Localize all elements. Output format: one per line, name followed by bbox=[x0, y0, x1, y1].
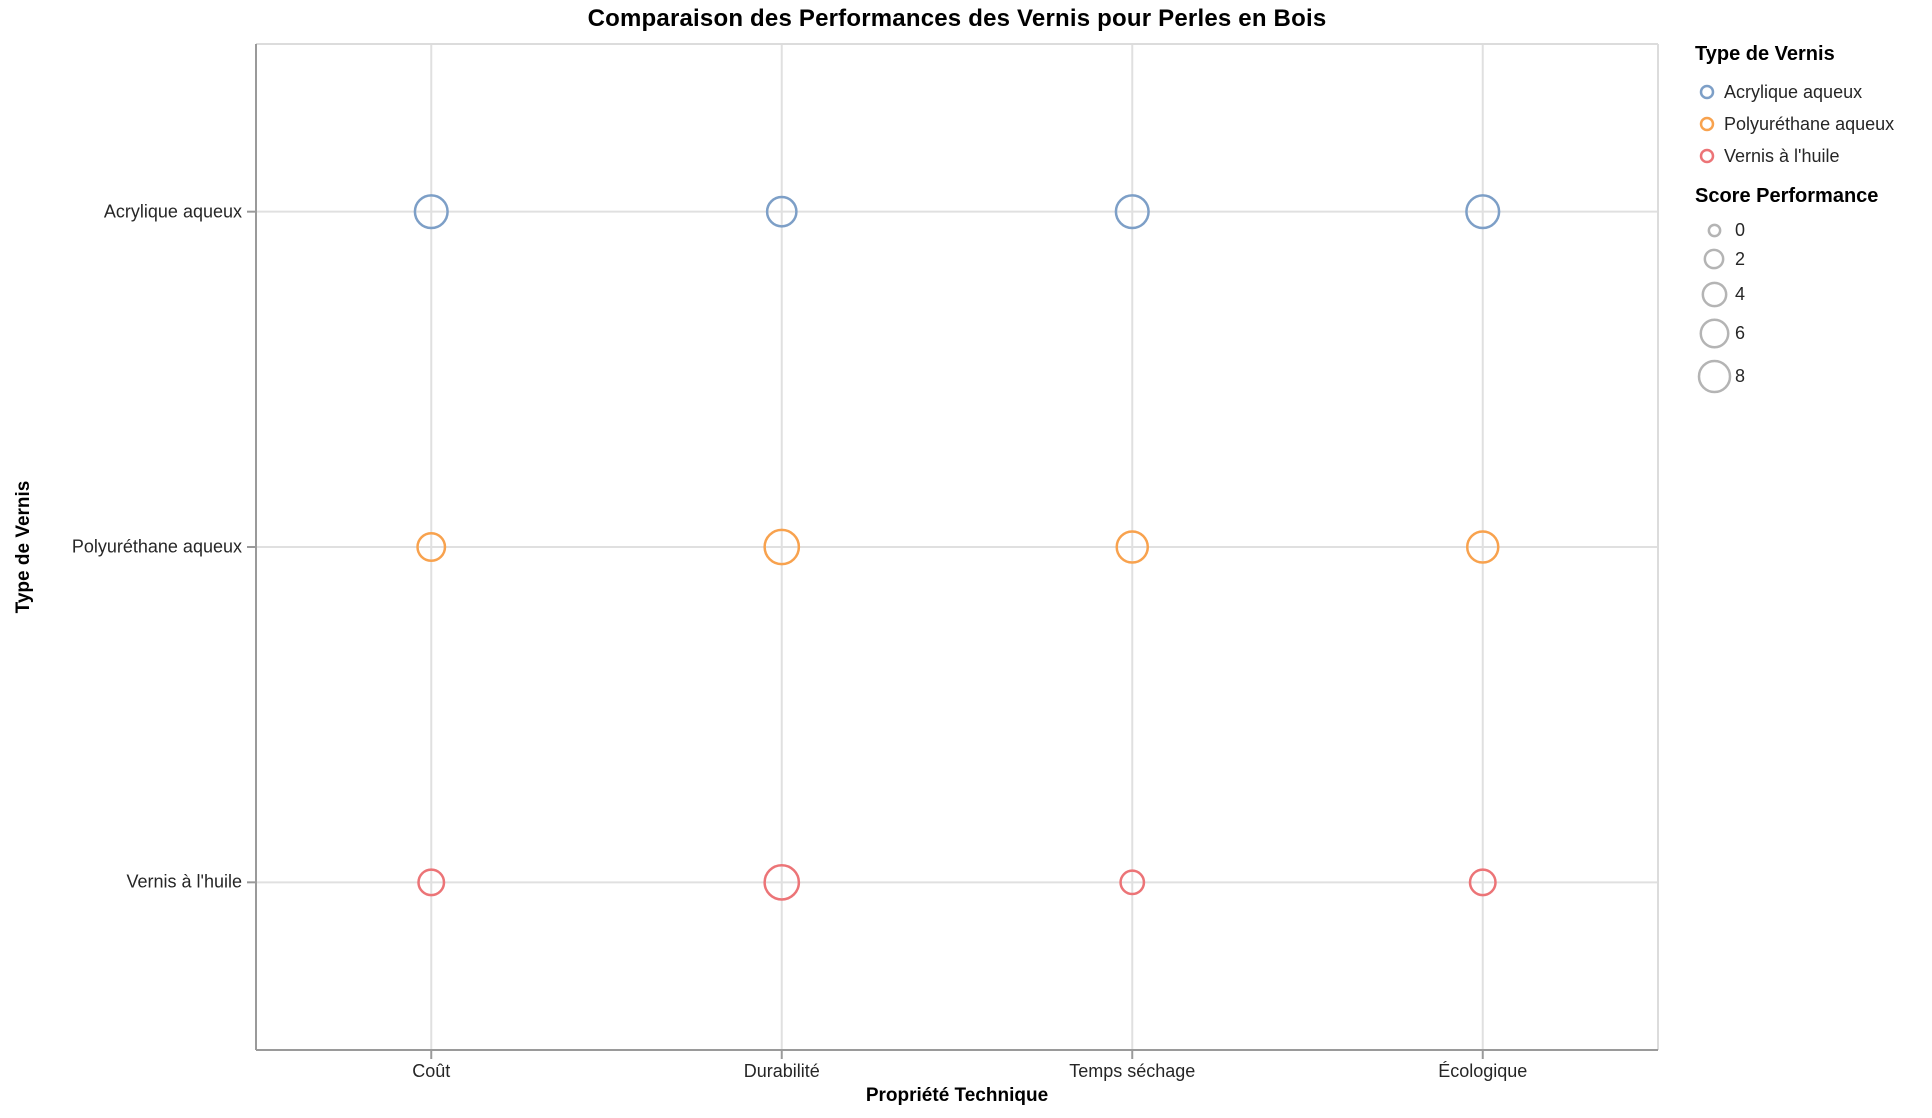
size-tick-label: 6 bbox=[1735, 323, 1746, 344]
color-legend-title: Type de Vernis bbox=[1695, 43, 1835, 65]
size-circle-icon bbox=[1695, 280, 1733, 309]
data-point bbox=[763, 528, 801, 566]
legend-item-polyurethane: Polyuréthane aqueux bbox=[1695, 108, 1932, 140]
x-axis-label: Écologique bbox=[1438, 1061, 1528, 1081]
size-legend-entry: 2 bbox=[1695, 243, 1932, 275]
data-points bbox=[413, 194, 1501, 901]
size-tick-label: 4 bbox=[1735, 283, 1746, 304]
size-circle-icon bbox=[1695, 247, 1733, 271]
y-axis-label: Polyuréthane aqueux bbox=[71, 536, 242, 557]
legend-label: Vernis à l'huile bbox=[1724, 145, 1840, 166]
size-legend-title: Score Performance bbox=[1695, 185, 1879, 207]
size-circle-icon bbox=[1695, 358, 1733, 395]
data-point bbox=[1119, 869, 1146, 896]
y-axis-label: Acrylique aqueux bbox=[103, 201, 242, 222]
x-axis-label: Temps séchage bbox=[1069, 1061, 1196, 1081]
legend-label: Polyuréthane aqueux bbox=[1724, 113, 1895, 134]
data-point bbox=[765, 195, 798, 228]
size-circle-icon bbox=[1695, 317, 1733, 350]
data-point bbox=[1468, 868, 1497, 897]
y-axis-title: Type de Vernis bbox=[13, 480, 34, 614]
x-axis-title: Propriété Technique bbox=[865, 1085, 1049, 1106]
size-tick-label: 0 bbox=[1735, 220, 1746, 241]
x-axis-label: Coût bbox=[412, 1061, 451, 1081]
size-circle-icon bbox=[1695, 222, 1733, 239]
acrylique-circle-icon bbox=[1695, 83, 1719, 101]
data-point bbox=[413, 194, 449, 230]
y-axis-label: Vernis à l'huile bbox=[126, 871, 242, 892]
x-axis-label: Durabilité bbox=[743, 1061, 820, 1081]
legend: Type de Vernis Acrylique aqueux Polyurét… bbox=[1695, 42, 1932, 399]
data-point bbox=[1114, 194, 1150, 230]
data-point bbox=[417, 868, 446, 897]
legend-label: Acrylique aqueux bbox=[1724, 81, 1863, 102]
polyurethane-circle-icon bbox=[1695, 115, 1719, 133]
legend-item-huile: Vernis à l'huile bbox=[1695, 140, 1932, 172]
data-point bbox=[763, 863, 801, 901]
gridlines bbox=[256, 44, 1658, 1050]
legend-item-acrylique: Acrylique aqueux bbox=[1695, 76, 1932, 108]
size-legend-entry: 4 bbox=[1695, 276, 1932, 313]
data-point bbox=[1465, 194, 1501, 230]
data-point bbox=[1465, 530, 1500, 564]
chart-title: Comparaison des Performances des Vernis … bbox=[587, 5, 1327, 32]
data-point bbox=[1115, 530, 1150, 564]
size-legend-entry: 8 bbox=[1695, 354, 1932, 399]
data-point bbox=[416, 532, 447, 562]
axis-ticks bbox=[247, 210, 1484, 1059]
size-legend: Score Performance 0 2 4 6 8 bbox=[1695, 184, 1932, 399]
size-legend-entry: 0 bbox=[1695, 218, 1932, 243]
size-tick-label: 8 bbox=[1735, 366, 1746, 387]
size-tick-label: 2 bbox=[1735, 248, 1746, 269]
huile-circle-icon bbox=[1695, 147, 1719, 165]
size-legend-entry: 6 bbox=[1695, 313, 1932, 354]
